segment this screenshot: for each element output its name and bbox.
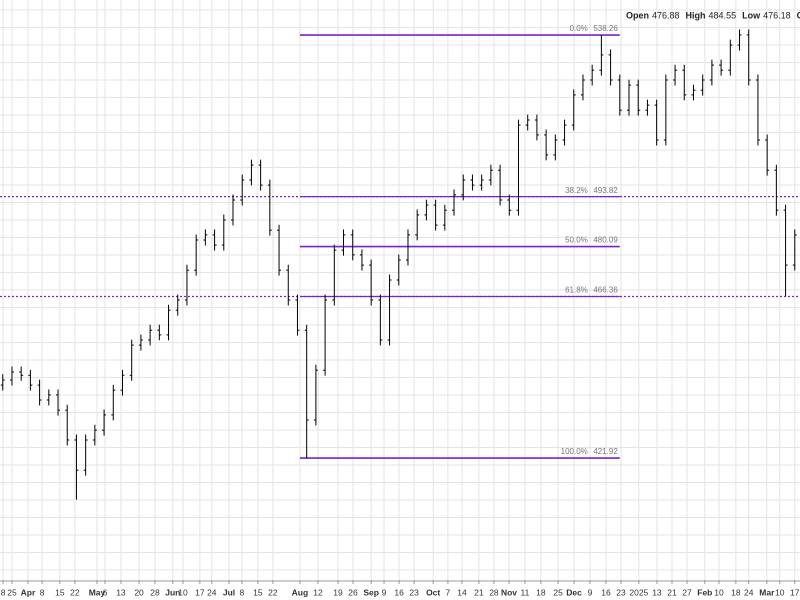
x-tick-label: 22 bbox=[268, 587, 278, 597]
x-tick-label: 2025 bbox=[629, 587, 648, 597]
x-tick-label: 8 bbox=[40, 587, 45, 597]
x-tick-label: 24 bbox=[744, 587, 754, 597]
x-tick-label: 12 bbox=[313, 587, 323, 597]
x-tick-label: 28 bbox=[489, 587, 499, 597]
header-value: 476.18 bbox=[763, 10, 791, 20]
header-value: 484.55 bbox=[709, 10, 737, 20]
x-tick-label: 10 bbox=[714, 587, 724, 597]
x-tick-label: 8 bbox=[240, 587, 245, 597]
grid bbox=[0, 0, 800, 580]
x-tick-label: 25 bbox=[553, 587, 563, 597]
x-tick-label: Oct bbox=[426, 587, 440, 597]
fib-label: 38.2% bbox=[565, 186, 588, 195]
fib-label: 100.0% bbox=[561, 447, 588, 456]
x-tick-label: 6 bbox=[103, 587, 108, 597]
x-tick-label: 9 bbox=[382, 587, 387, 597]
x-tick-label: 13 bbox=[652, 587, 662, 597]
x-tick-label: 18 bbox=[536, 587, 546, 597]
x-tick-label: 17 bbox=[790, 587, 800, 597]
x-tick-label: 19 bbox=[333, 587, 343, 597]
x-tick-label: 8 bbox=[1, 587, 6, 597]
fib-value: 493.82 bbox=[593, 186, 618, 195]
x-tick-label: 17 bbox=[195, 587, 205, 597]
fib-value: 480.09 bbox=[593, 236, 618, 245]
x-tick-label: 21 bbox=[667, 587, 677, 597]
x-tick-label: 25 bbox=[7, 587, 17, 597]
x-tick-label: 15 bbox=[55, 587, 65, 597]
fib-value: 538.26 bbox=[593, 24, 618, 33]
x-tick-label: Mar bbox=[759, 587, 775, 597]
x-tick-label: Jul bbox=[223, 587, 235, 597]
fib-value: 421.92 bbox=[593, 447, 618, 456]
x-tick-label: 20 bbox=[134, 587, 144, 597]
header-value: 476.88 bbox=[652, 10, 680, 20]
x-tick-label: 23 bbox=[616, 587, 626, 597]
header-label: Open bbox=[626, 10, 649, 20]
x-tick-label: Nov bbox=[501, 587, 517, 597]
x-tick-label: 13 bbox=[116, 587, 126, 597]
header-label: High bbox=[686, 10, 706, 20]
fib-label: 0.0% bbox=[570, 24, 588, 33]
x-tick-label: 7 bbox=[446, 587, 451, 597]
header-label: Low bbox=[742, 10, 761, 20]
x-tick-label: Dec bbox=[566, 587, 582, 597]
x-tick-label: Apr bbox=[21, 587, 36, 597]
fib-label: 61.8% bbox=[565, 286, 588, 295]
x-tick-label: 14 bbox=[457, 587, 467, 597]
x-tick-label: 26 bbox=[348, 587, 358, 597]
x-tick-label: 9 bbox=[588, 587, 593, 597]
x-tick-label: 23 bbox=[409, 587, 419, 597]
x-tick-label: Jun bbox=[165, 587, 180, 597]
x-tick-label: May bbox=[89, 587, 106, 597]
x-tick-label: 16 bbox=[394, 587, 404, 597]
x-tick-label: 24 bbox=[207, 587, 217, 597]
x-tick-label: 21 bbox=[474, 587, 484, 597]
header-label: Close bbox=[797, 10, 800, 20]
x-tick-label: 28 bbox=[150, 587, 160, 597]
x-tick-label: 10 bbox=[178, 587, 188, 597]
x-tick-label: 10 bbox=[775, 587, 785, 597]
x-tick-label: 18 bbox=[731, 587, 741, 597]
x-tick-label: Aug bbox=[292, 587, 309, 597]
x-tick-label: 11 bbox=[521, 587, 530, 597]
x-tick-label: 27 bbox=[682, 587, 692, 597]
fibonacci: 538.26 0.0% 493.82 38.2% 480.09 50.0% 466.36 61… bbox=[0, 24, 800, 459]
x-tick-label: Feb bbox=[697, 587, 712, 597]
price-bars bbox=[0, 29, 797, 500]
fib-value: 466.36 bbox=[593, 286, 618, 295]
fib-label: 50.0% bbox=[565, 236, 588, 245]
x-tick-label: 15 bbox=[253, 587, 263, 597]
x-tick-label: Sep bbox=[363, 587, 379, 597]
x-tick-label: 22 bbox=[70, 587, 80, 597]
x-tick-label: 16 bbox=[601, 587, 611, 597]
